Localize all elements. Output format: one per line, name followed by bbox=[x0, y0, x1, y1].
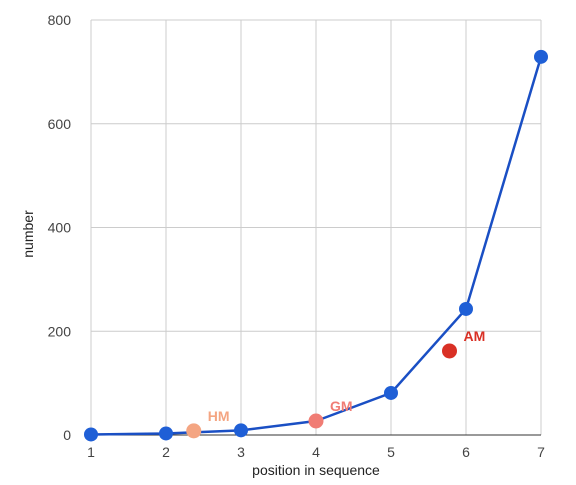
y-tick-label: 0 bbox=[63, 427, 71, 443]
y-tick-label: 400 bbox=[48, 220, 72, 236]
annotation-label: HM bbox=[208, 408, 230, 424]
tick-labels: 1 2 3 4 5 6 7 0 200 400 600 800 bbox=[48, 12, 545, 460]
data-point bbox=[459, 301, 473, 316]
gridlines bbox=[90, 19, 542, 436]
annotation-point bbox=[442, 343, 457, 359]
data-point bbox=[534, 49, 548, 64]
y-axis-label: number bbox=[20, 210, 36, 258]
y-tick-label: 800 bbox=[48, 12, 72, 28]
data-point bbox=[384, 385, 398, 400]
x-tick-label: 4 bbox=[312, 444, 320, 460]
x-tick-label: 5 bbox=[387, 444, 395, 460]
annotation-label: GM bbox=[330, 398, 353, 414]
x-tick-label: 1 bbox=[87, 444, 95, 460]
data-point bbox=[84, 427, 98, 442]
x-tick-label: 6 bbox=[462, 444, 470, 460]
x-axis-label: position in sequence bbox=[252, 462, 380, 478]
annotations-layer: HM GM AM bbox=[186, 328, 486, 439]
y-tick-label: 600 bbox=[48, 116, 72, 132]
x-tick-label: 7 bbox=[537, 444, 545, 460]
x-tick-label: 2 bbox=[162, 444, 170, 460]
annotation-point bbox=[186, 423, 202, 439]
data-point bbox=[159, 426, 173, 441]
annotation-point bbox=[308, 413, 324, 429]
data-point bbox=[234, 423, 248, 438]
y-tick-label: 200 bbox=[48, 323, 72, 339]
x-tick-label: 3 bbox=[237, 444, 245, 460]
annotation-label: AM bbox=[464, 328, 486, 344]
